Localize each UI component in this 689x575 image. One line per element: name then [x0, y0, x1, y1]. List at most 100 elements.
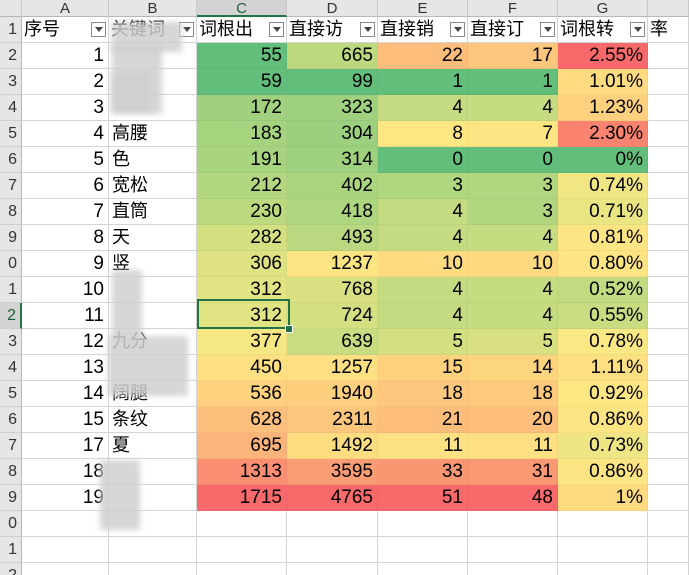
- cell-d[interactable]: 2311: [287, 407, 378, 433]
- cell-f[interactable]: 17: [468, 43, 558, 69]
- table-header-cell[interactable]: 序号: [22, 17, 109, 43]
- cell-g[interactable]: 0.92%: [558, 381, 648, 407]
- cell-empty[interactable]: [648, 485, 689, 511]
- column-header-c[interactable]: C: [197, 0, 287, 17]
- cell-d[interactable]: 1940: [287, 381, 378, 407]
- cell-seq[interactable]: 4: [22, 121, 109, 147]
- row-header[interactable]: 1: [0, 17, 22, 43]
- cell-d[interactable]: 665: [287, 43, 378, 69]
- row-header[interactable]: 2: [0, 43, 22, 69]
- cell-seq[interactable]: 9: [22, 251, 109, 277]
- cell-c[interactable]: 212: [197, 173, 287, 199]
- cell-e[interactable]: 51: [378, 485, 468, 511]
- cell-c[interactable]: 312: [197, 277, 287, 303]
- cell-empty[interactable]: [648, 407, 689, 433]
- cell-e[interactable]: 4: [378, 95, 468, 121]
- cell-e[interactable]: 3: [378, 173, 468, 199]
- cell-e[interactable]: 4: [378, 225, 468, 251]
- cell-seq[interactable]: 1: [22, 43, 109, 69]
- cell-f[interactable]: 48: [468, 485, 558, 511]
- cell-g[interactable]: 2.30%: [558, 121, 648, 147]
- cell-g[interactable]: 0.81%: [558, 225, 648, 251]
- column-header-a[interactable]: A: [22, 0, 109, 17]
- cell-empty[interactable]: [558, 563, 648, 575]
- cell-empty[interactable]: [648, 121, 689, 147]
- cell-d[interactable]: 1257: [287, 355, 378, 381]
- cell-f[interactable]: 4: [468, 225, 558, 251]
- cell-c[interactable]: 1715: [197, 485, 287, 511]
- cell-d[interactable]: 4765: [287, 485, 378, 511]
- cell-c[interactable]: 230: [197, 199, 287, 225]
- cell-c[interactable]: 377: [197, 329, 287, 355]
- cell-g[interactable]: 0.86%: [558, 459, 648, 485]
- cell-d[interactable]: 639: [287, 329, 378, 355]
- cell-e[interactable]: 1: [378, 69, 468, 95]
- cell-kw[interactable]: 竖: [109, 251, 197, 277]
- cell-empty[interactable]: [287, 511, 378, 537]
- cell-d[interactable]: 323: [287, 95, 378, 121]
- cell-g[interactable]: 1.11%: [558, 355, 648, 381]
- select-all-corner[interactable]: [0, 0, 22, 17]
- row-header[interactable]: 4: [0, 95, 22, 121]
- cell-g[interactable]: 0.73%: [558, 433, 648, 459]
- cell-seq[interactable]: 7: [22, 199, 109, 225]
- row-header[interactable]: 2: [0, 303, 22, 329]
- filter-dropdown-icon[interactable]: [269, 22, 284, 37]
- cell-empty[interactable]: [468, 563, 558, 575]
- row-header[interactable]: 8: [0, 459, 22, 485]
- row-header[interactable]: 4: [0, 355, 22, 381]
- cell-kw[interactable]: [109, 277, 197, 303]
- cell-empty[interactable]: [648, 147, 689, 173]
- cell-empty[interactable]: [648, 563, 689, 575]
- cell-empty[interactable]: [648, 433, 689, 459]
- cell-empty[interactable]: [378, 537, 468, 563]
- cell-e[interactable]: 4: [378, 303, 468, 329]
- cell-empty[interactable]: [558, 537, 648, 563]
- filter-dropdown-icon[interactable]: [91, 22, 106, 37]
- cell-seq[interactable]: 10: [22, 277, 109, 303]
- cell-empty[interactable]: [287, 537, 378, 563]
- cell-f[interactable]: 20: [468, 407, 558, 433]
- cell-e[interactable]: 11: [378, 433, 468, 459]
- cell-c[interactable]: 628: [197, 407, 287, 433]
- cell-seq[interactable]: 3: [22, 95, 109, 121]
- cell-f[interactable]: 31: [468, 459, 558, 485]
- cell-seq[interactable]: 19: [22, 485, 109, 511]
- cell-e[interactable]: 4: [378, 199, 468, 225]
- cell-c[interactable]: 312: [197, 303, 287, 329]
- cell-f[interactable]: 14: [468, 355, 558, 381]
- cell-f[interactable]: 1: [468, 69, 558, 95]
- row-header[interactable]: 6: [0, 147, 22, 173]
- cell-g[interactable]: 0%: [558, 147, 648, 173]
- cell-c[interactable]: 282: [197, 225, 287, 251]
- cell-e[interactable]: 15: [378, 355, 468, 381]
- cell-f[interactable]: 10: [468, 251, 558, 277]
- cell-g[interactable]: 0.52%: [558, 277, 648, 303]
- cell-f[interactable]: 3: [468, 199, 558, 225]
- cell-f[interactable]: 7: [468, 121, 558, 147]
- cell-e[interactable]: 4: [378, 277, 468, 303]
- cell-seq[interactable]: 13: [22, 355, 109, 381]
- cell-d[interactable]: 1237: [287, 251, 378, 277]
- cell-kw[interactable]: 天: [109, 225, 197, 251]
- cell-kw[interactable]: 条纹: [109, 407, 197, 433]
- row-header[interactable]: 5: [0, 381, 22, 407]
- cell-g[interactable]: 2.55%: [558, 43, 648, 69]
- cell-seq[interactable]: 8: [22, 225, 109, 251]
- cell-e[interactable]: 8: [378, 121, 468, 147]
- cell-empty[interactable]: [648, 225, 689, 251]
- cell-empty[interactable]: [109, 511, 197, 537]
- cell-kw[interactable]: [109, 95, 197, 121]
- table-header-cell[interactable]: 词根转: [558, 17, 648, 43]
- cell-d[interactable]: 314: [287, 147, 378, 173]
- fill-handle[interactable]: [285, 325, 293, 333]
- cell-e[interactable]: 22: [378, 43, 468, 69]
- row-header[interactable]: 7: [0, 173, 22, 199]
- filter-dropdown-icon[interactable]: [360, 22, 375, 37]
- cell-kw[interactable]: [109, 459, 197, 485]
- column-header-b[interactable]: B: [109, 0, 197, 17]
- table-header-cell[interactable]: 直接访: [287, 17, 378, 43]
- column-header-g[interactable]: G: [558, 0, 648, 17]
- cell-d[interactable]: 724: [287, 303, 378, 329]
